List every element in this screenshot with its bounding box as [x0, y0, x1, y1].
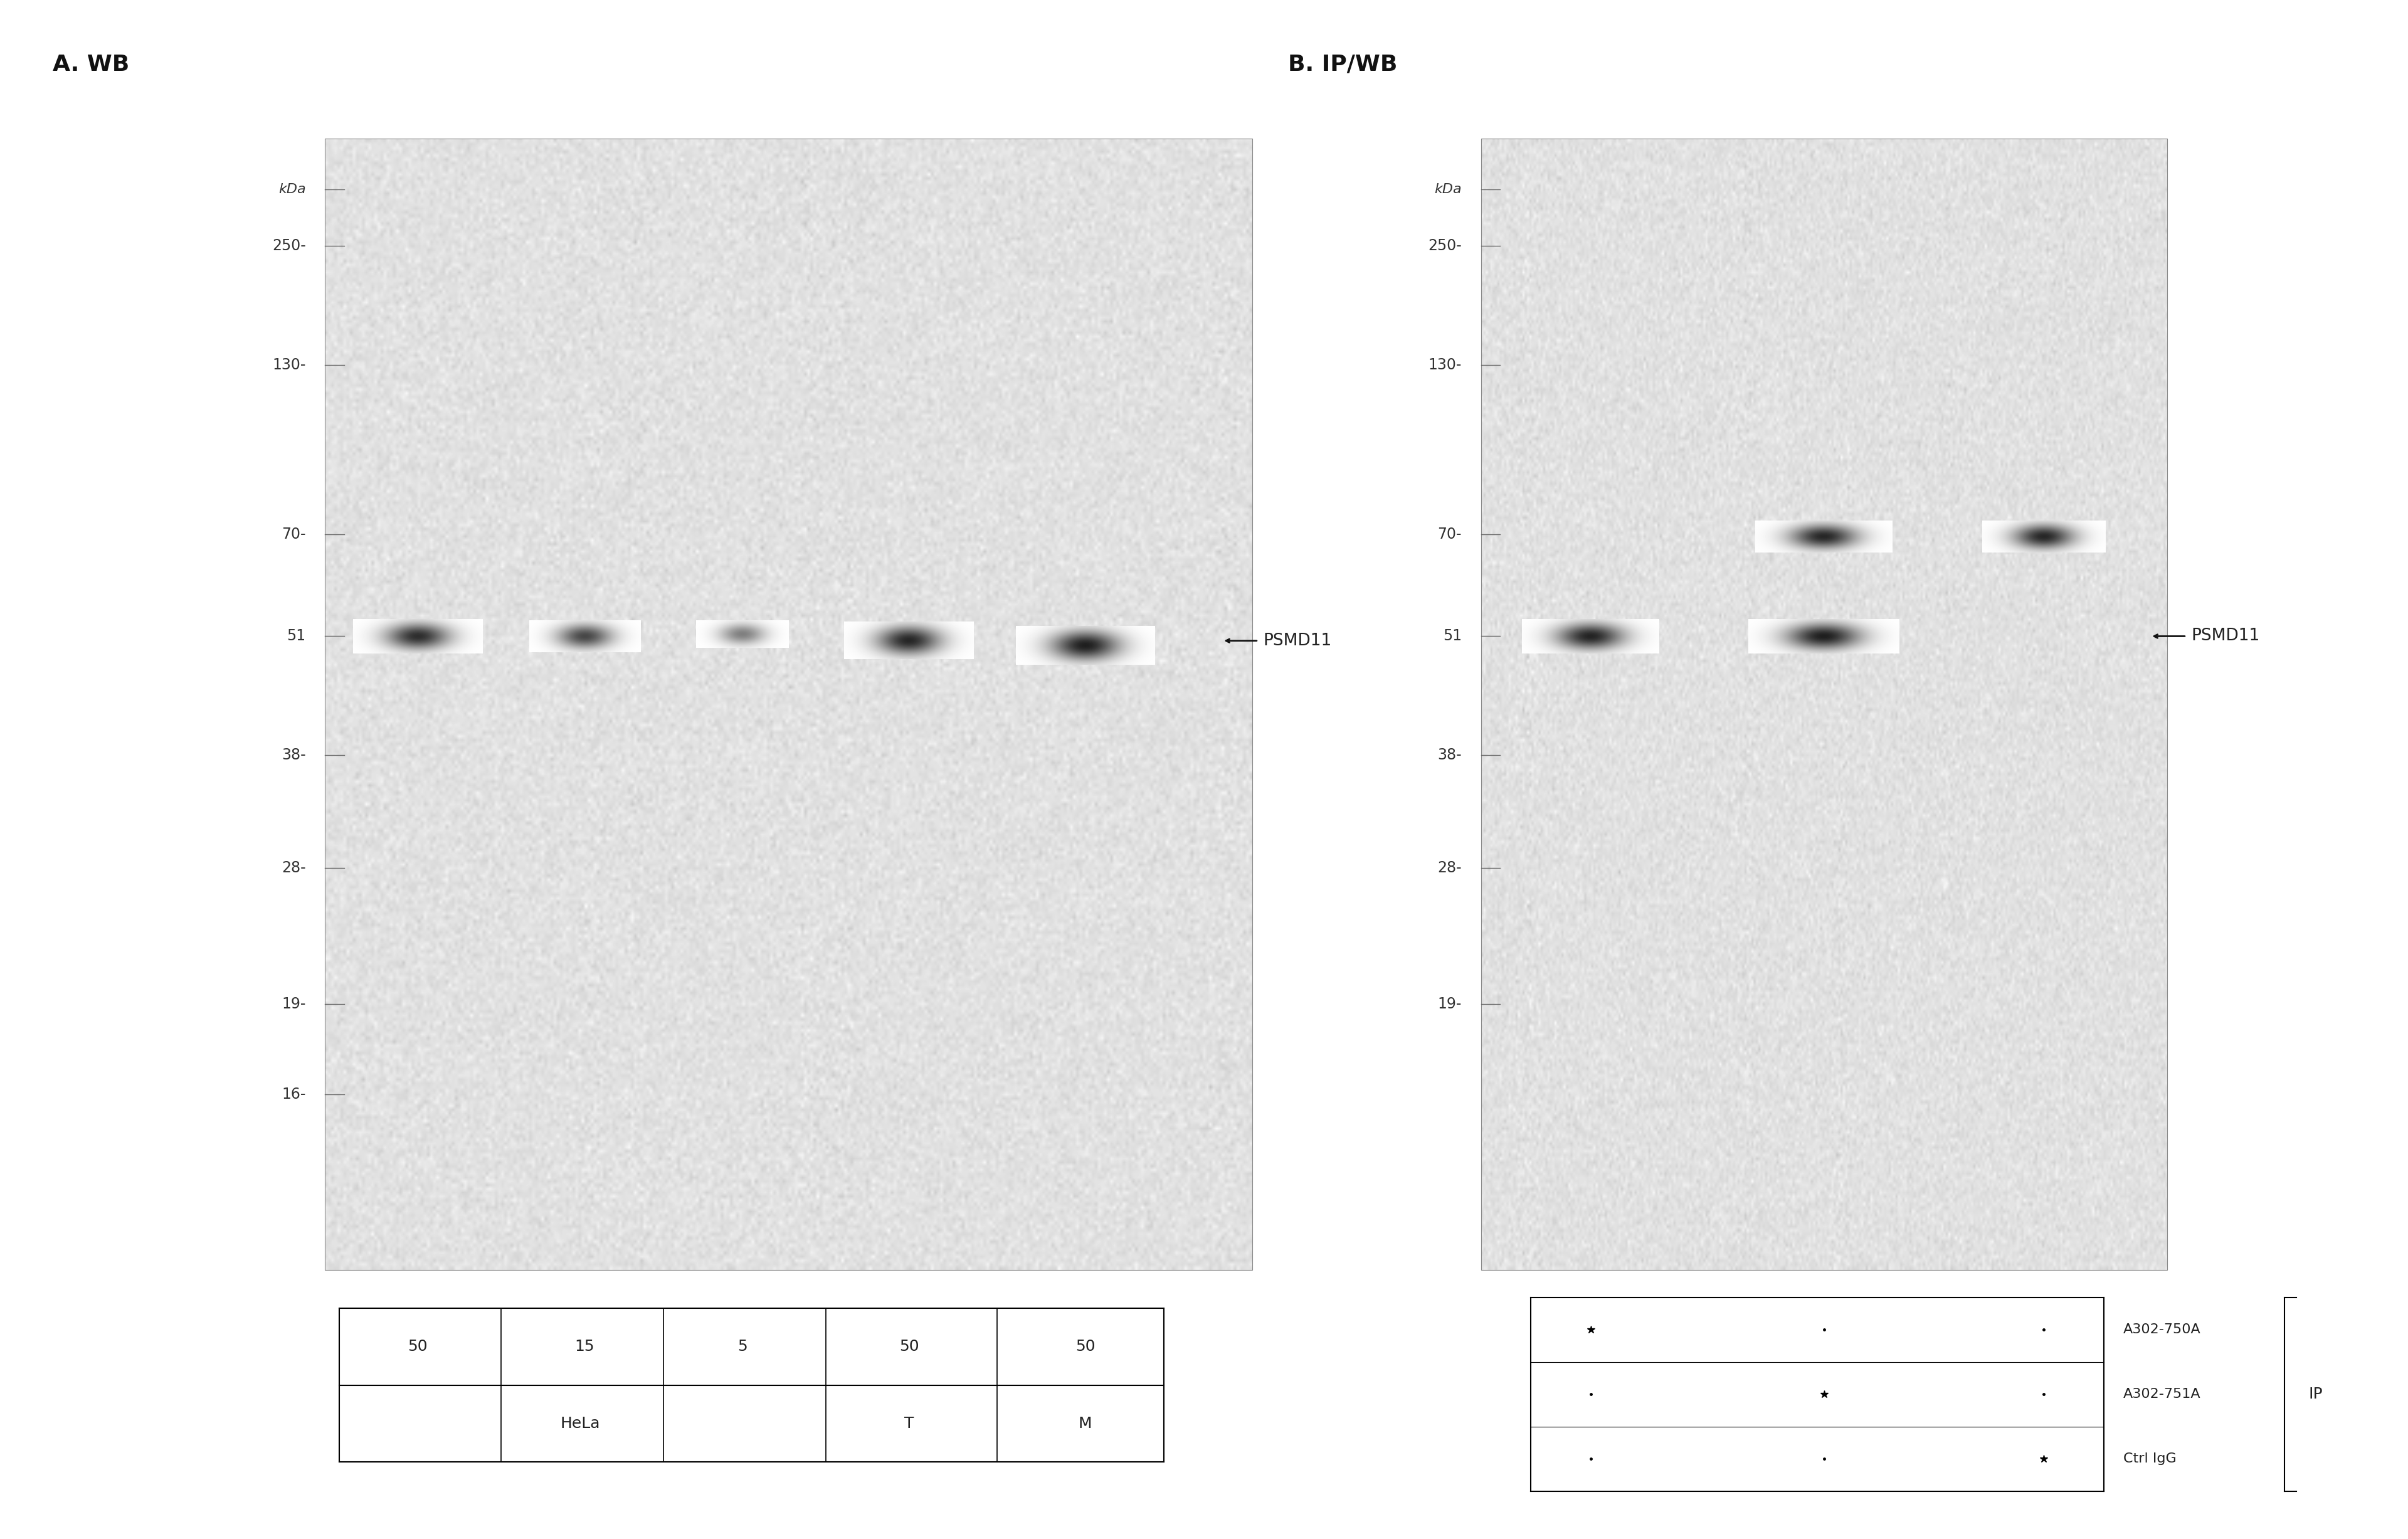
Text: HeLa: HeLa [561, 1416, 600, 1431]
Text: kDa: kDa [1435, 183, 1462, 195]
Text: 16-: 16- [282, 1087, 306, 1102]
Text: A. WB: A. WB [53, 54, 130, 75]
Text: 130-: 130- [1428, 357, 1462, 372]
Text: 51: 51 [1442, 629, 1462, 643]
Text: PSMD11: PSMD11 [1264, 633, 1332, 649]
Text: 28-: 28- [1438, 860, 1462, 876]
Text: T: T [905, 1416, 915, 1431]
Text: 50: 50 [407, 1339, 429, 1354]
Bar [1481, 139, 2167, 1270]
Text: A302-751A: A302-751A [2124, 1388, 2201, 1400]
Text: M: M [1079, 1416, 1093, 1431]
Text: 50: 50 [898, 1339, 920, 1354]
Text: kDa: kDa [279, 183, 306, 195]
Text: IP: IP [2309, 1387, 2324, 1402]
Text: 38-: 38- [1438, 748, 1462, 762]
Text: 70-: 70- [1438, 526, 1462, 542]
Text: 19-: 19- [282, 996, 306, 1011]
Text: B. IP/WB: B. IP/WB [1288, 54, 1397, 75]
Text: 250-: 250- [1428, 239, 1462, 254]
Text: 19-: 19- [1438, 996, 1462, 1011]
Text: Ctrl IgG: Ctrl IgG [2124, 1453, 2177, 1465]
Text: 50: 50 [1076, 1339, 1096, 1354]
Text: 130-: 130- [272, 357, 306, 372]
Text: 38-: 38- [282, 748, 306, 762]
Text: A302-750A: A302-750A [2124, 1324, 2201, 1336]
Text: 15: 15 [576, 1339, 595, 1354]
Text: 51: 51 [287, 629, 306, 643]
Text: 5: 5 [737, 1339, 746, 1354]
Text: 70-: 70- [282, 526, 306, 542]
Text: PSMD11: PSMD11 [2191, 628, 2259, 645]
Text: 250-: 250- [272, 239, 306, 254]
Bar [325, 139, 1252, 1270]
Text: 28-: 28- [282, 860, 306, 876]
